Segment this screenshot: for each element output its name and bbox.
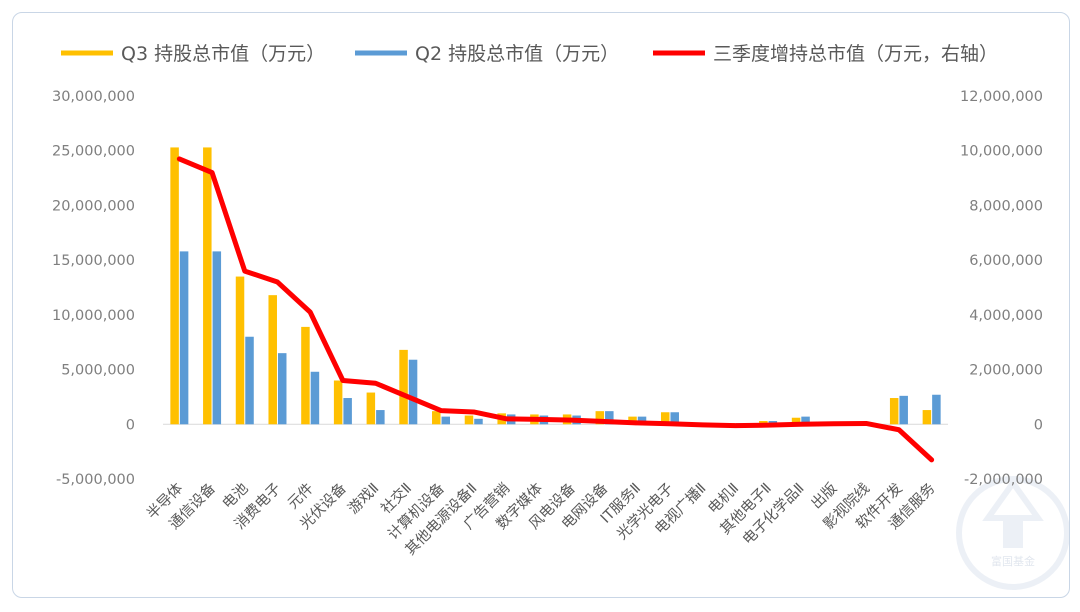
- fund-logo-watermark: 富国基金: [956, 476, 1069, 590]
- left-tick-label: -5,000,000: [56, 472, 135, 488]
- legend-label-3: 三季度增持总市值（万元，右轴）: [713, 43, 998, 65]
- right-tick-label: 8,000,000: [969, 198, 1043, 214]
- q2-bar: [605, 411, 614, 425]
- q3-bar: [366, 392, 376, 425]
- right-tick-label: 0: [1034, 417, 1043, 433]
- left-tick-label: 10,000,000: [52, 308, 135, 324]
- q3-bar: [889, 398, 899, 425]
- q3-bar: [464, 415, 474, 425]
- q3-bar: [759, 421, 768, 425]
- left-tick-label: 0: [126, 417, 135, 433]
- right-tick-label: 12,000,000: [960, 89, 1043, 105]
- legend-label-2: Q2 持股总市值（万元）: [415, 43, 619, 65]
- q2-bar: [376, 410, 385, 425]
- left-tick-label: 15,000,000: [52, 253, 135, 269]
- right-tick-label: -2,000,000: [964, 472, 1043, 488]
- left-tick-label: 25,000,000: [52, 144, 135, 160]
- q3-bar: [170, 147, 179, 425]
- q3-bar: [301, 326, 310, 425]
- line-group: [176, 156, 935, 463]
- chart-frame: 富国基金 Q3 持股总市值（万元） Q2 持股总市值（万元） 三季度增持总市值（万元…: [12, 12, 1070, 598]
- q2-bar: [212, 251, 222, 425]
- q2-bar: [277, 353, 287, 425]
- q3-bar: [432, 411, 441, 425]
- q3-bar: [203, 147, 212, 425]
- q3-bar: [595, 411, 605, 425]
- increase-line: [176, 156, 935, 463]
- q3-bar: [235, 276, 245, 425]
- q2-bar: [179, 251, 189, 425]
- q2-bar: [670, 412, 679, 425]
- watermark-text: 富国基金: [991, 554, 1035, 568]
- legend-label-1: Q3 持股总市值（万元）: [121, 43, 325, 65]
- q2-bar: [408, 359, 418, 425]
- q2-bar: [474, 418, 483, 425]
- chart-canvas: 富国基金 Q3 持股总市值（万元） Q2 持股总市值（万元） 三季度增持总市值（万元…: [52, 43, 1069, 590]
- legend: Q3 持股总市值（万元） Q2 持股总市值（万元） 三季度增持总市值（万元，右轴）: [61, 43, 998, 65]
- q3-bar: [660, 412, 670, 425]
- category-label: 游戏Ⅱ: [345, 480, 383, 518]
- q2-bar: [310, 371, 320, 425]
- q2-bar: [932, 394, 941, 425]
- right-tick-label: 10,000,000: [960, 144, 1043, 160]
- q2-bar: [899, 395, 908, 425]
- q3-bar: [268, 295, 277, 425]
- q3-bar: [399, 349, 408, 425]
- q2-bar: [637, 416, 647, 425]
- q3-bar: [791, 417, 801, 425]
- left-tick-label: 5,000,000: [61, 363, 135, 379]
- q2-bar: [441, 416, 451, 425]
- q3-bar: [333, 380, 343, 425]
- right-tick-label: 2,000,000: [969, 363, 1043, 379]
- left-axis: -5,000,000 0 5,000,000 10,000,000 15,000,000…: [52, 89, 948, 488]
- right-axis: -2,000,000 0 2,000,000 4,000,000 6,000,000 8,…: [960, 89, 1043, 488]
- q2-bar: [343, 398, 352, 425]
- q3-bar: [922, 410, 932, 425]
- q2-bar: [245, 336, 254, 425]
- right-tick-label: 6,000,000: [969, 253, 1043, 269]
- left-tick-label: 20,000,000: [52, 198, 135, 214]
- right-tick-label: 4,000,000: [969, 308, 1043, 324]
- q2-bar: [801, 416, 810, 425]
- left-tick-label: 30,000,000: [52, 89, 135, 105]
- bars-group: [170, 147, 941, 425]
